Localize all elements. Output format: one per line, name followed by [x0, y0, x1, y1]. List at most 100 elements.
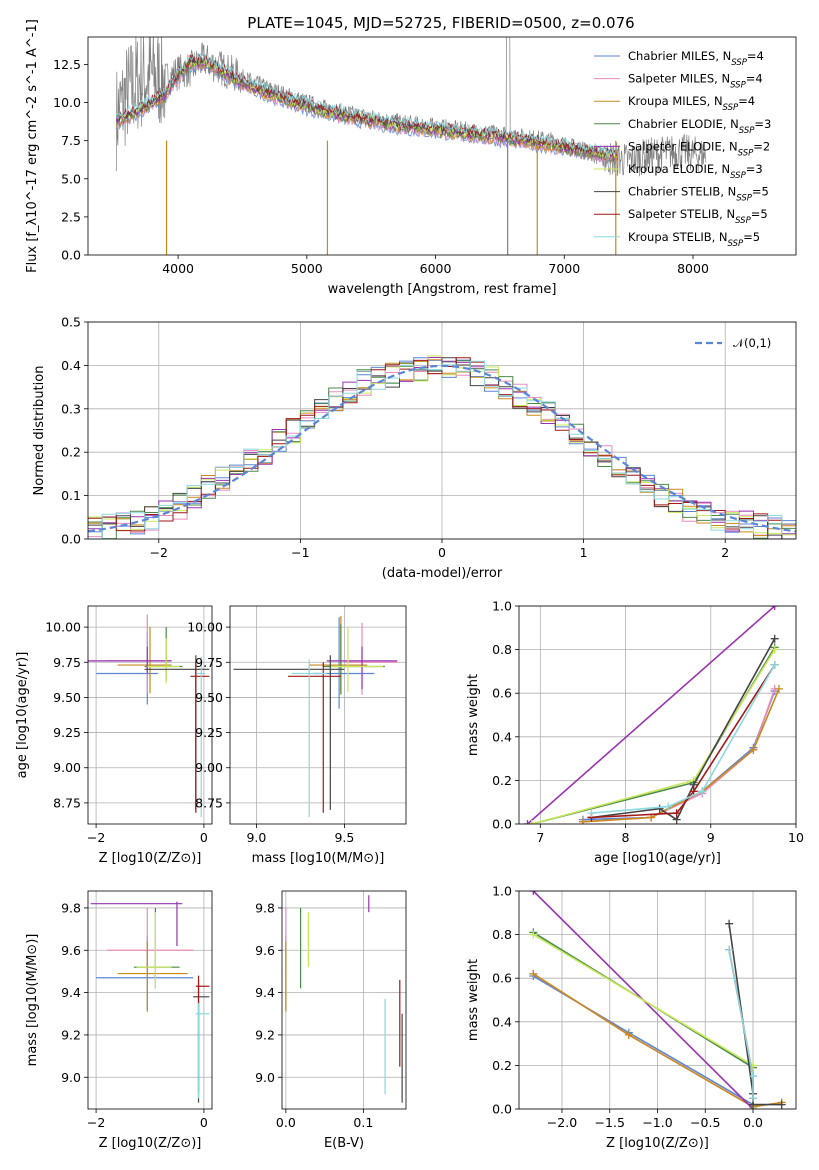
- gaussian-curve: [88, 364, 796, 533]
- errorbar-point: [133, 907, 180, 989]
- plot-area: [115, 37, 707, 255]
- weight-marker: [664, 802, 673, 811]
- weight-marker: [774, 684, 783, 693]
- y-tick-label: 10.00: [187, 620, 223, 635]
- x-tick-label: −1.5: [595, 1115, 625, 1130]
- errorbar-point: [147, 638, 180, 684]
- y-tick-label: 1.0: [492, 599, 512, 614]
- x-tick-label: −2.0: [547, 1115, 577, 1130]
- y-tick-label: 9.25: [195, 725, 223, 740]
- y-axis-label: Normed distribution: [32, 366, 47, 496]
- spectrum-model-line: [115, 52, 619, 157]
- y-tick-label: 8.75: [195, 795, 223, 810]
- weight-marker: [655, 804, 664, 813]
- panel-massweight-vs-age: 7 8 9 10 0.0 0.2 0.4 0.6 0.8 1.0 age [log10(age/yr…: [466, 599, 804, 867]
- x-tick-label: 8000: [677, 261, 709, 276]
- errorbar-point: [106, 907, 194, 972]
- x-tick-label: 7000: [548, 261, 580, 276]
- x-tick-label: −2: [87, 1115, 105, 1130]
- x-tick-label: 9.0: [246, 830, 266, 845]
- weight-marker: [770, 606, 779, 610]
- errorbar-point: [136, 912, 172, 989]
- x-tick-label: −2: [150, 545, 168, 560]
- y-tick-label: 0.2: [61, 445, 81, 460]
- x-tick-label: 9.5: [334, 830, 354, 845]
- errorbar-point: [96, 935, 194, 1010]
- weight-marker: [624, 1030, 633, 1039]
- axes-frame: [87, 605, 213, 825]
- plot-area: [90, 901, 210, 1103]
- y-tick-label: 9.0: [61, 1070, 81, 1085]
- weight-marker: [587, 809, 596, 818]
- errorbar-point: [233, 655, 345, 810]
- y-tick-label: 0.6: [492, 971, 512, 986]
- panel-mass-vs-EBV: 0.0 0.1 9.0 9.2 9.4 9.6 9.8 E(B-V): [255, 890, 407, 1151]
- weight-marker: [777, 1100, 786, 1109]
- histogram-step: [88, 360, 796, 539]
- weight-marker: [578, 817, 587, 824]
- legend-label: Salpeter ELODIE, NSSP=2: [628, 139, 770, 158]
- y-tick-label: 0.4: [492, 729, 512, 744]
- x-axis-label: Z [log10(Z/Z⊙)]: [99, 1136, 202, 1151]
- y-tick-label: 9.00: [53, 760, 81, 775]
- x-axis-label: Z [log10(Z/Z⊙)]: [606, 1136, 709, 1151]
- y-tick-label: 0.2: [492, 1058, 512, 1073]
- figure-title: PLATE=1045, MJD=52725, FIBERID=0500, z=0…: [247, 14, 634, 32]
- legend-label: Kroupa STELIB, NSSP=5: [628, 230, 760, 249]
- x-tick-label: 0.0: [743, 1115, 763, 1130]
- errorbar-point: [288, 662, 341, 813]
- panel-age-vs-Z: −2 0 8.75 9.00 9.25 9.50 9.75 10.00 Z [log10(Z/Z…: [15, 605, 213, 866]
- y-tick-label: 0.0: [61, 532, 81, 547]
- axes-frame: [87, 321, 797, 540]
- errorbar-point: [344, 622, 398, 695]
- y-tick-label: 0.3: [61, 401, 81, 416]
- plot-area: [88, 355, 796, 539]
- axes-frame: [87, 36, 797, 256]
- x-tick-label: 0: [200, 830, 208, 845]
- axes-frame: [229, 605, 407, 825]
- weight-marker: [770, 645, 779, 654]
- x-axis-label: E(B-V): [324, 1136, 364, 1151]
- errorbar-point: [196, 656, 206, 817]
- legend-label: Salpeter MILES, NSSP=4: [628, 72, 763, 91]
- y-tick-label: 2.5: [61, 209, 81, 224]
- y-tick-label: 0.0: [492, 817, 512, 832]
- x-axis-label: wavelength [Angstrom, rest frame]: [328, 282, 557, 297]
- legend-label: 𝒩(0,1): [733, 336, 771, 350]
- y-tick-label: 7.5: [61, 133, 81, 148]
- spectrum-model-line: [115, 60, 619, 165]
- y-axis-label: mass weight: [466, 674, 481, 756]
- panels: 4000 5000 6000 7000 80000.02.55.07.510.012.5…: [15, 19, 804, 1151]
- y-tick-label: 9.6: [61, 943, 81, 958]
- y-tick-label: 0.4: [61, 358, 81, 373]
- x-tick-label: 9: [707, 830, 715, 845]
- y-tick-label: 9.00: [195, 760, 223, 775]
- y-tick-label: 9.2: [255, 1027, 275, 1042]
- legend-label: Chabrier MILES, NSSP=4: [628, 49, 764, 68]
- panel-age-vs-mass: 9.0 9.5 8.75 9.00 9.25 9.50 9.75 10.00 mass [log…: [187, 605, 407, 866]
- errorbar-point: [96, 631, 159, 705]
- weight-line: [531, 646, 776, 824]
- weight-marker: [725, 919, 734, 928]
- errorbar-point: [330, 627, 384, 692]
- errorbar-point: [323, 624, 385, 695]
- plot-area: [523, 606, 783, 824]
- spectrum-legend: Chabrier MILES, NSSP=4 Salpeter MILES, NS…: [594, 49, 771, 249]
- y-axis-label: Flux [f_λ10^-17 erg cm^-2 s^-1 A^-1]: [25, 19, 40, 273]
- y-tick-label: 9.0: [255, 1070, 275, 1085]
- weight-line: [591, 638, 776, 821]
- weight-line: [591, 664, 776, 814]
- y-tick-label: 10.00: [45, 620, 81, 635]
- weight-line: [591, 664, 776, 819]
- x-tick-label: 0: [200, 1115, 208, 1130]
- axes-frame: [281, 890, 407, 1110]
- y-tick-label: 10.0: [53, 95, 81, 110]
- weight-marker: [529, 930, 538, 939]
- y-tick-label: 9.4: [61, 985, 81, 1000]
- axes-frame: [518, 890, 797, 1110]
- y-tick-label: 0.2: [492, 773, 512, 788]
- weight-marker: [527, 820, 536, 824]
- weight-marker: [529, 891, 538, 895]
- x-tick-label: 2: [721, 545, 729, 560]
